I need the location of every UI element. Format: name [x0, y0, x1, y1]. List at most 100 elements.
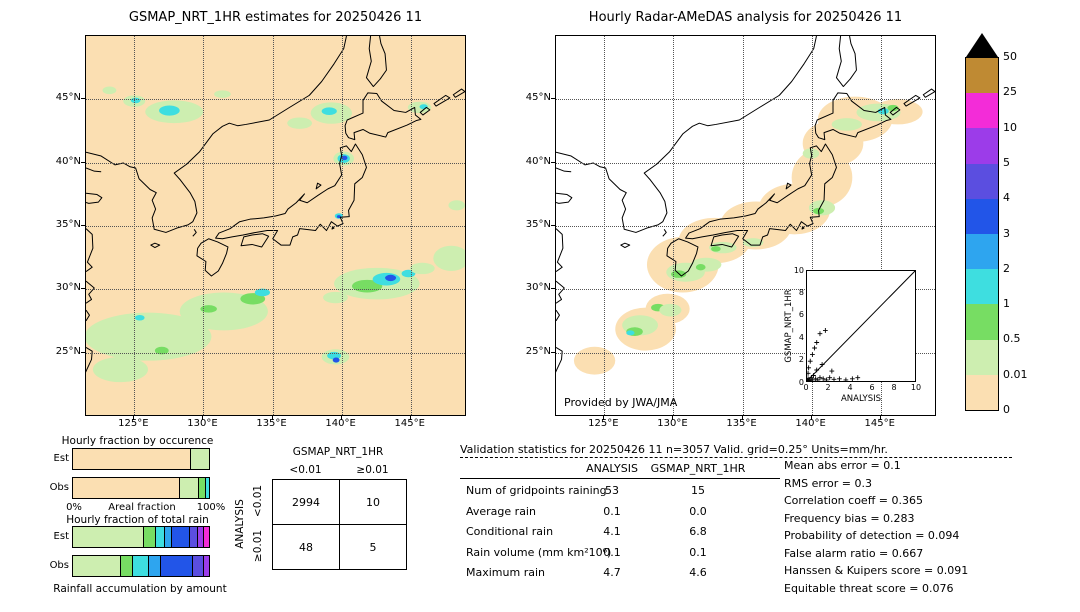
precip-patch-cyan — [134, 314, 145, 321]
lon-tickmark — [133, 416, 135, 420]
parallel-gridline — [86, 99, 465, 101]
lat-tickmark — [551, 98, 555, 100]
inset-x-tick-label: 4 — [847, 383, 853, 392]
radar-map-canvas — [556, 36, 935, 415]
coastline — [923, 89, 935, 97]
totalrain-est-label: Est — [53, 531, 69, 542]
contingency-row-axis-label: ANALYSIS — [234, 499, 246, 549]
lon-tickmark — [409, 416, 411, 420]
inset-x-axis-label: ANALYSIS — [840, 394, 882, 404]
lon-tickmark — [741, 416, 743, 420]
validation-score-line: Equitable threat score = 0.076 — [784, 581, 954, 595]
parallel-gridline — [86, 162, 465, 164]
lat-tick-label: 40°N — [55, 155, 81, 167]
validation-row: Conditional rain 4.1 6.8 — [460, 525, 790, 546]
colorbar-tick-label: 5 — [1003, 155, 1010, 169]
bar-segment-blue — [172, 527, 190, 547]
coastline — [345, 93, 421, 140]
coastline — [151, 243, 160, 247]
precip-patch-green — [240, 293, 266, 305]
coastline — [556, 229, 563, 272]
precip-patch-cyan — [321, 107, 337, 115]
bar-segment-lightblue — [149, 556, 162, 576]
coastline — [86, 310, 89, 321]
inset-x-tick-label: 6 — [869, 383, 875, 392]
gsmap-map-canvas — [86, 36, 465, 415]
lon-tick-label: 125°E — [588, 418, 619, 429]
precip-patch-palegreen — [433, 245, 465, 271]
scatter-point — [811, 373, 816, 378]
lat-tickmark — [81, 288, 85, 290]
validation-row: Average rain 0.1 0.0 — [460, 505, 790, 526]
validation-analysis-value: 53 — [605, 484, 619, 497]
validation-analysis-value: 0.1 — [603, 545, 621, 559]
scatter-point — [818, 331, 823, 336]
coastline — [453, 89, 465, 97]
validation-row: Rain volume (mm km²10⁶) 0.1 0.1 — [460, 546, 790, 567]
scatter-point — [814, 368, 819, 373]
coastline — [86, 193, 102, 203]
lon-tickmark — [810, 416, 812, 420]
coastline — [556, 168, 571, 172]
validation-row: Num of gridpoints raining 53 15 — [460, 484, 790, 505]
lon-tick-label: 130°E — [657, 418, 688, 429]
scatter-point — [823, 328, 828, 333]
inset-y-tick-label: 6 — [798, 310, 804, 320]
inset-y-tick-label: 2 — [798, 355, 804, 365]
parallel-gridline — [556, 352, 935, 354]
coastline — [621, 243, 630, 247]
inset-x-tick-label: 8 — [891, 383, 897, 392]
validation-col-header-gsmap: GSMAP_NRT_1HR — [650, 462, 746, 475]
parallel-gridline — [556, 226, 935, 227]
precip-patch-cyan — [327, 351, 341, 360]
scatter-point — [810, 352, 815, 357]
validation-header-underline — [460, 478, 780, 479]
inset-x-tick-label: 10 — [910, 383, 922, 392]
coastline — [686, 144, 837, 245]
lon-tick-label: 140°E — [795, 418, 826, 429]
inset-scatter-canvas — [807, 271, 915, 381]
areal-axis-min: 0% — [66, 502, 82, 513]
coastline — [667, 239, 698, 276]
scatter-point — [820, 362, 825, 367]
colorbar-segment-violet — [966, 128, 998, 164]
meridian-gridline — [410, 36, 412, 415]
colorbar-segment-gold — [966, 58, 998, 94]
contingency-cell-10: 48 — [272, 524, 340, 570]
coastline — [836, 36, 856, 87]
coastline — [197, 239, 228, 276]
lat-tickmark — [81, 351, 85, 353]
occurrence-chart-title: Hourly fraction by occurence — [61, 435, 214, 447]
scatter-point — [824, 377, 829, 381]
scatter-point — [815, 377, 820, 381]
precip-patch-green — [351, 279, 383, 293]
precip-patch-palegreen — [92, 356, 149, 383]
validation-divider — [460, 457, 1012, 458]
totalrain-caption: Rainfall accumulation by amount — [53, 583, 227, 595]
scatter-point — [812, 346, 817, 351]
validation-score-line: Frequency bias = 0.283 — [784, 511, 915, 525]
lon-tick-label: 145°E — [864, 418, 895, 429]
bar-segment-violet — [198, 527, 204, 547]
coastline — [420, 107, 430, 115]
colorbar — [965, 57, 999, 411]
scatter-point — [809, 375, 814, 380]
bar-segment-violet — [203, 556, 209, 576]
bar-segment-cyan — [132, 556, 150, 576]
precip-patch-cyan — [130, 97, 141, 104]
contingency-cell-11: 5 — [339, 524, 407, 570]
contingency-row-header-0: <0.01 — [252, 484, 264, 518]
lat-tickmark — [81, 98, 85, 100]
areal-axis-title: Areal fraction — [108, 502, 176, 513]
coastline — [86, 347, 92, 391]
scatter-point — [821, 376, 826, 381]
colorbar-tick-label: 0 — [1003, 403, 1010, 416]
occurrence-est-bar — [72, 448, 210, 470]
colorbar-tick-label: 0.01 — [1003, 367, 1028, 381]
coastline — [316, 183, 321, 189]
precip-patch-cyan — [159, 105, 180, 116]
colorbar-tick-label: 25 — [1003, 85, 1017, 99]
coastline — [193, 229, 196, 236]
inset-y-tick-label: 8 — [798, 287, 804, 297]
